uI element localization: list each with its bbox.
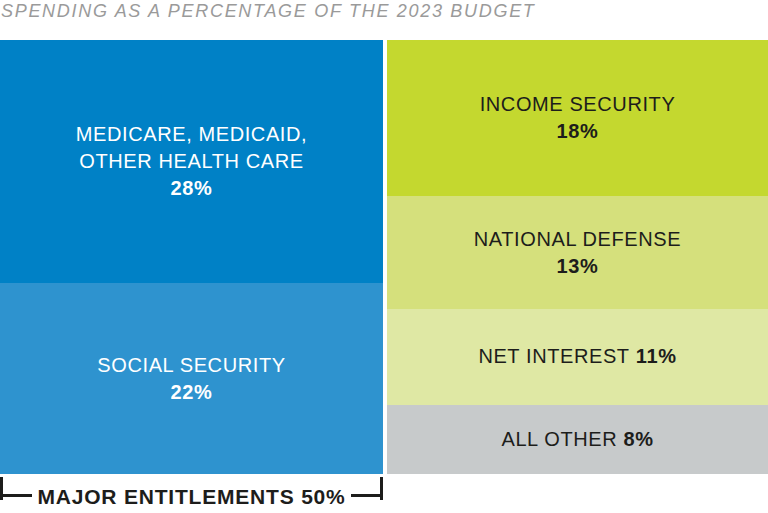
segment-label: ALL OTHER 8%: [501, 426, 653, 453]
segment-value: 8%: [623, 428, 653, 450]
segment-national-defense: NATIONAL DEFENSE 13%: [387, 196, 768, 309]
column-other-spending: INCOME SECURITY 18% NATIONAL DEFENSE 13%…: [387, 40, 768, 474]
segment-value: 28%: [171, 175, 213, 202]
segment-net-interest: NET INTEREST 11%: [387, 309, 768, 404]
segment-medicare-medicaid-other-health-care: MEDICARE, MEDICAID, OTHER HEALTH CARE 28…: [0, 40, 383, 283]
bracket-label: MAJOR ENTITLEMENTS 50%: [0, 485, 383, 509]
budget-treemap-chart: SPENDING AS A PERCENTAGE OF THE 2023 BUD…: [0, 0, 768, 513]
bracket-right-tick: [380, 477, 383, 500]
segment-label: NATIONAL DEFENSE: [474, 226, 681, 253]
segment-value: 18%: [557, 118, 599, 145]
segment-value: 22%: [171, 379, 213, 406]
segment-label: INCOME SECURITY: [480, 91, 676, 118]
column-major-entitlements: MEDICARE, MEDICAID, OTHER HEALTH CARE 28…: [0, 40, 383, 474]
major-entitlements-bracket: MAJOR ENTITLEMENTS 50%: [0, 474, 383, 513]
chart-area: MEDICARE, MEDICAID, OTHER HEALTH CARE 28…: [0, 40, 768, 474]
segment-value: 11%: [636, 345, 677, 367]
segment-label: MEDICARE, MEDICAID, OTHER HEALTH CARE: [76, 121, 307, 175]
segment-social-security: SOCIAL SECURITY 22%: [0, 283, 383, 474]
segment-income-security: INCOME SECURITY 18%: [387, 40, 768, 196]
segment-value: 13%: [557, 253, 599, 280]
chart-title: SPENDING AS A PERCENTAGE OF THE 2023 BUD…: [1, 1, 536, 22]
segment-all-other: ALL OTHER 8%: [387, 405, 768, 474]
segment-label: SOCIAL SECURITY: [97, 352, 285, 379]
segment-label: NET INTEREST 11%: [478, 343, 676, 370]
bracket-right-line: [351, 494, 383, 497]
